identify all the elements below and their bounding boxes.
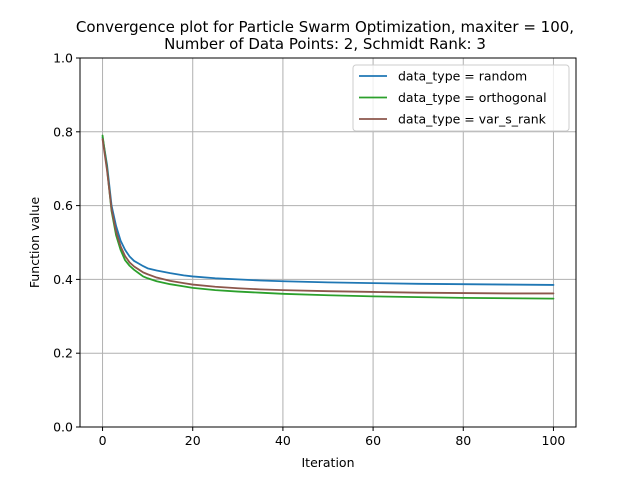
series-line-0 — [101, 136, 555, 286]
chart-subtitle: Number of Data Points: 2, Schmidt Rank: … — [164, 35, 486, 53]
x-tick-label: 80 — [455, 433, 471, 448]
x-tick-label: 100 — [542, 433, 566, 448]
series-line-1 — [101, 134, 555, 300]
chart-title: Convergence plot for Particle Swarm Opti… — [76, 18, 574, 36]
x-tick-label: 40 — [275, 433, 291, 448]
series-lines — [101, 134, 555, 300]
plot-frame — [79, 57, 577, 428]
y-tick-label: 0.8 — [53, 124, 73, 139]
axis-ticks: 0 20 40 60 80 100 0.0 0.2 0.4 0.6 0.8 1.0 — [53, 51, 565, 449]
legend: data_type = random data_type = orthogonal… — [352, 64, 570, 132]
series-line-2 — [101, 138, 555, 295]
y-tick-label: 1.0 — [53, 51, 73, 66]
y-axis-title: Function value — [27, 197, 42, 289]
y-tick-label: 0.0 — [53, 420, 73, 435]
legend-box — [352, 64, 570, 132]
x-tick-label: 20 — [185, 433, 201, 448]
legend-label-0: data_type = random — [398, 69, 527, 84]
y-tick-label: 0.6 — [53, 198, 73, 213]
x-tick-label: 60 — [365, 433, 381, 448]
legend-label-1: data_type = orthogonal — [398, 90, 547, 105]
y-tick-label: 0.2 — [53, 346, 73, 361]
legend-label-2: data_type = var_s_rank — [398, 112, 547, 127]
x-axis-title: Iteration — [301, 455, 354, 470]
x-tick-label: 0 — [99, 433, 107, 448]
y-tick-label: 0.4 — [53, 272, 73, 287]
